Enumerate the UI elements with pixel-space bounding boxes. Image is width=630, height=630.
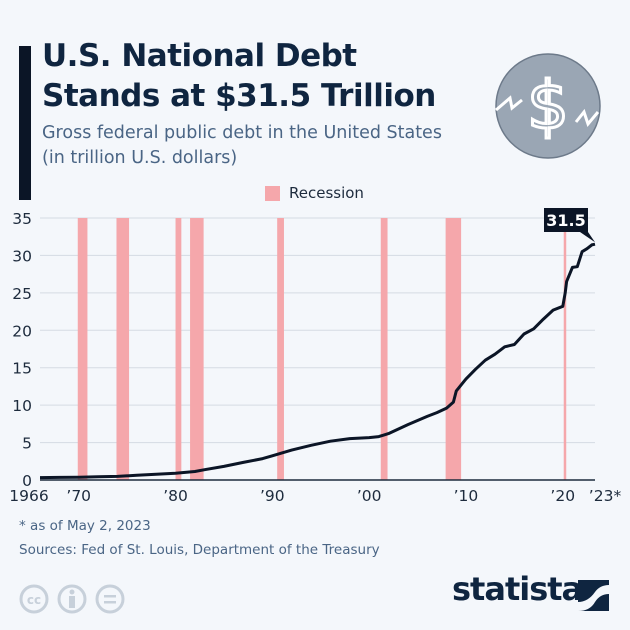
value-callout-box [544, 208, 588, 232]
line-chart: 0 5 10 15 20 25 30 35 1966 ’70 ’80 ’90 ’00 ’10 ’20 ’23*… [9, 208, 622, 505]
x-tick-label: ’70 [66, 487, 91, 505]
attribution-icon[interactable] [57, 584, 87, 614]
x-tick-label: ’23* [589, 487, 622, 505]
svg-text:$: $ [527, 67, 569, 144]
y-tick-label: 5 [22, 435, 32, 453]
recession-band [380, 218, 388, 480]
x-tick-label: ’00 [357, 487, 382, 505]
x-tick-label: 1966 [9, 487, 48, 505]
value-callout-label: 31.5 [546, 211, 585, 230]
title-accent-bar [19, 46, 31, 200]
recession-band [190, 218, 204, 480]
recession-band [175, 218, 182, 480]
dollar-coin-icon: $ [495, 53, 601, 159]
y-tick-label: 20 [12, 322, 32, 340]
statista-logo-mark-icon [578, 580, 609, 611]
statista-logo: statista [452, 570, 583, 608]
legend-label: Recession [289, 184, 364, 202]
svg-text:cc: cc [27, 593, 41, 607]
title-line-1: U.S. National Debt [42, 38, 357, 74]
x-tick-label: ’10 [454, 487, 479, 505]
y-tick-label: 0 [22, 472, 32, 490]
recession-band [445, 218, 462, 480]
y-tick-label: 10 [12, 397, 32, 415]
debt-line [39, 242, 596, 480]
brand-text: statista [452, 570, 583, 608]
subtitle: Gross federal public debt in the United … [42, 121, 442, 171]
subtitle-line-1: Gross federal public debt in the United … [42, 123, 442, 143]
x-tick-label: ’90 [260, 487, 285, 505]
sources: Sources: Fed of St. Louis, Department of… [19, 542, 380, 558]
cc-icon[interactable]: cc [19, 584, 49, 614]
footnote: * as of May 2, 2023 [19, 518, 151, 534]
value-callout-pointer [580, 232, 595, 243]
x-tick-label: ’80 [163, 487, 188, 505]
y-tick-label: 35 [12, 210, 32, 228]
license-icons[interactable]: cc [18, 583, 128, 617]
title-line-2: Stands at $31.5 Trillion [42, 78, 436, 114]
y-tick-label: 15 [12, 360, 32, 378]
recession-band [563, 218, 567, 480]
subtitle-line-2: (in trillion U.S. dollars) [42, 148, 238, 168]
recession-band [77, 218, 88, 480]
legend-swatch-recession [265, 185, 280, 201]
page-title: U.S. National Debt Stands at $31.5 Trill… [42, 36, 436, 116]
recession-band [277, 218, 284, 480]
recession-band [116, 218, 130, 480]
y-tick-label: 30 [12, 247, 32, 265]
y-tick-label: 25 [12, 285, 32, 303]
no-derivatives-icon[interactable] [95, 584, 125, 614]
x-tick-label: ’20 [550, 487, 575, 505]
legend: Recession [265, 184, 364, 202]
